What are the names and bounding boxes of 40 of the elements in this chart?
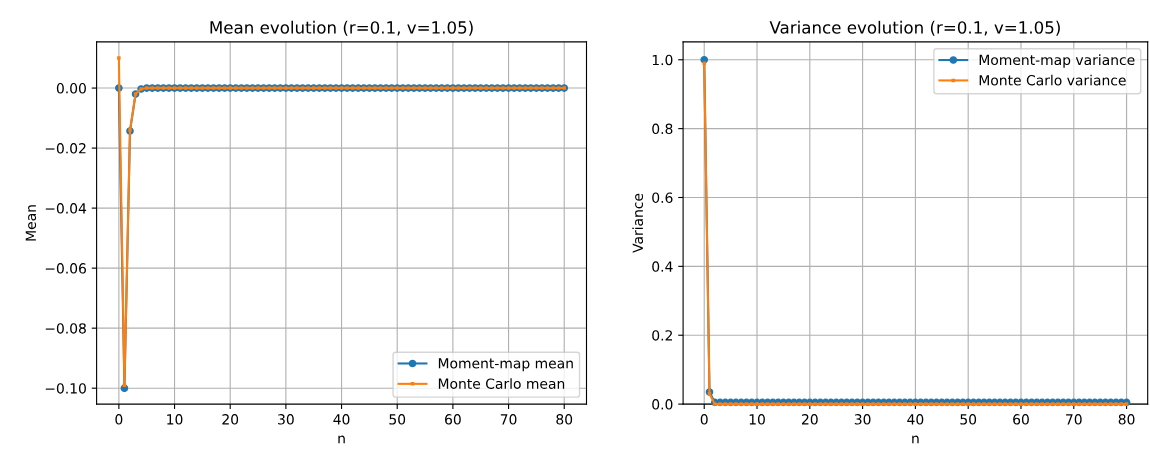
x-tick-label: 10	[749, 414, 765, 425]
legend-label: Monte Carlo mean	[438, 378, 565, 389]
x-tick-label: 50	[389, 414, 406, 425]
y-tick-label: 0.0	[652, 399, 673, 410]
x-tick-label: 20	[801, 414, 818, 425]
x-tick-label: 30	[278, 414, 294, 425]
legend-label: Moment-map mean	[438, 358, 573, 372]
x-tick-label: 70	[500, 414, 517, 425]
x-tick-label: 40	[907, 414, 924, 425]
x-tick-label: 60	[1013, 414, 1029, 425]
y-tick-label: −0.02	[45, 143, 86, 154]
y-tick-label: 0.4	[652, 261, 673, 272]
y-tick-label: 0.2	[652, 330, 672, 341]
y-tick-label: −0.04	[45, 203, 87, 214]
x-tick-label: 80	[1118, 414, 1135, 425]
y-tick-label: 0.8	[652, 123, 673, 135]
x-tick-label: 70	[1066, 414, 1082, 425]
x-tick-label: 10	[167, 414, 183, 425]
legend-label: Moment-map variance	[979, 54, 1135, 68]
x-tick-label: 0	[115, 414, 123, 425]
y-tick-label: 1.0	[652, 54, 673, 66]
x-tick-label: 20	[222, 414, 239, 425]
y-axis-title: Variance	[632, 193, 644, 253]
chart-title: Mean evolution (r=0.1, v=1.05)	[210, 20, 473, 36]
chart-title: Variance evolution (r=0.1, v=1.05)	[769, 20, 1060, 36]
y-tick-label: −0.06	[45, 263, 86, 274]
legend-label: Monte Carlo variance	[979, 74, 1126, 86]
y-tick-label: 0.00	[56, 83, 86, 94]
x-tick-label: 0	[700, 414, 708, 425]
x-tick-label: 40	[333, 414, 350, 425]
y-tick-label: 0.6	[652, 192, 673, 203]
x-tick-label: 50	[960, 414, 977, 425]
x-tick-label: 80	[556, 414, 573, 425]
x-axis-title: n	[338, 435, 345, 444]
y-tick-label: −0.10	[45, 383, 86, 394]
y-tick-label: −0.08	[45, 323, 86, 334]
x-axis-title: n	[912, 435, 919, 444]
y-axis-title: Mean	[25, 205, 37, 241]
x-tick-label: 60	[445, 414, 461, 425]
x-tick-label: 30	[854, 414, 871, 425]
